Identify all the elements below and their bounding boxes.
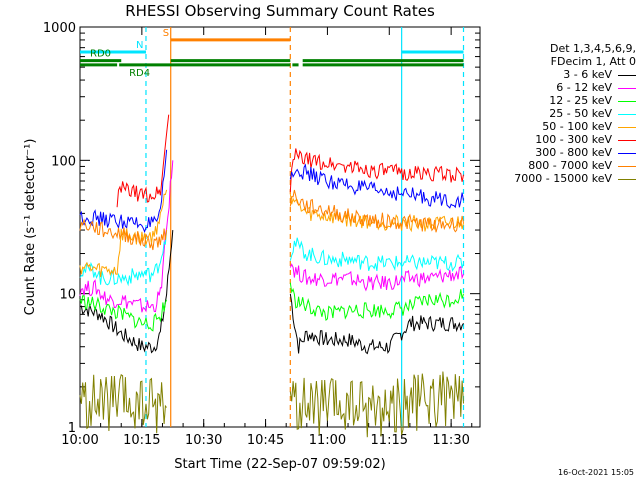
legend-item-label: 100 - 300 keV (535, 133, 612, 146)
y-tick-label: 1 (68, 421, 76, 436)
legend-items: 3 - 6 keV 6 - 12 keV 12 - 25 keV 25 - 50 ke… (466, 68, 636, 185)
series-line (79, 149, 168, 234)
y-tick-label: 1000 (43, 21, 76, 36)
vertical-lines (145, 27, 465, 427)
x-tick-label: 11:30 (432, 433, 469, 448)
legend-item: 3 - 6 keV (466, 68, 636, 81)
date-stamp: 16-Oct-2021 15:05 (558, 468, 634, 477)
x-tick-label: 10:00 (61, 433, 98, 448)
series-line (79, 230, 168, 287)
legend-swatch (618, 152, 636, 154)
legend-item: 6 - 12 keV (466, 81, 636, 94)
series-line (79, 218, 168, 251)
series-line (289, 263, 464, 292)
flag-bar-label: RD0 (90, 49, 111, 60)
series-lines (79, 114, 464, 438)
series-line (79, 160, 174, 313)
flag-bar-label: RD4 (129, 68, 150, 79)
legend-item-label: 800 - 7000 keV (528, 159, 612, 172)
series-line (79, 230, 174, 354)
x-axis-label: Start Time (22-Sep-07 09:59:02) (174, 457, 385, 472)
x-tick-label: 11:15 (371, 433, 408, 448)
legend-swatch (618, 113, 636, 115)
flag-bar-label: S (163, 28, 169, 39)
legend-header-line-1: Det 1,3,4,5,6,9, (549, 42, 636, 55)
legend-header-line-2: FDecim 1, Att 0 (550, 55, 636, 68)
legend-item: 7000 - 15000 keV (466, 172, 636, 185)
legend-item: 12 - 25 keV (466, 94, 636, 107)
series-line (289, 189, 464, 233)
series-line (289, 282, 464, 322)
series-line (289, 163, 464, 209)
x-tick-label: 10:30 (185, 433, 222, 448)
legend-item-label: 7000 - 15000 keV (514, 172, 612, 185)
legend-item-label: 300 - 800 keV (535, 146, 612, 159)
series-line (289, 148, 464, 193)
flag-bars: N S RD0 RD4 (80, 28, 464, 79)
series-line (116, 114, 170, 208)
y-tick-label: 100 (51, 154, 76, 169)
legend-item: 100 - 300 keV (466, 133, 636, 146)
legend-swatch (618, 178, 636, 180)
x-tick-label: 10:45 (247, 433, 284, 448)
y-tick-label: 10 (59, 288, 76, 303)
legend-swatch (618, 126, 636, 128)
x-tick-label: 10:15 (123, 433, 160, 448)
x-tick-label: 11:00 (309, 433, 346, 448)
legend-item: 25 - 50 keV (466, 107, 636, 120)
legend-swatch (618, 100, 636, 102)
flag-bar-label: N (136, 40, 143, 51)
legend-swatch (618, 87, 636, 89)
legend-item: 50 - 100 keV (466, 120, 636, 133)
legend-item-label: 3 - 6 keV (563, 68, 612, 81)
legend-item-label: 25 - 50 keV (549, 107, 612, 120)
legend-swatch (618, 139, 636, 141)
legend-swatch (618, 74, 636, 76)
plot-axes: 10:00 10:15 10:30 10:45 11:00 11:15 11:30 1 10 10… (43, 21, 480, 448)
series-line (79, 374, 167, 434)
legend: Det 1,3,4,5,6,9, FDecim 1, Att 0 3 - 6 k… (466, 42, 636, 185)
series-line (289, 237, 464, 273)
legend-item-label: 6 - 12 keV (556, 81, 612, 94)
legend-item-label: 12 - 25 keV (549, 94, 612, 107)
plot-frame (79, 26, 481, 428)
legend-item: 800 - 7000 keV (466, 159, 636, 172)
y-axis-label: Count Rate (s⁻¹ detector⁻¹) (23, 139, 38, 316)
series-line (289, 193, 464, 233)
series-line (289, 371, 464, 438)
series-line (79, 295, 168, 332)
chart-title: RHESSI Observing Summary Count Rates (125, 2, 435, 20)
series-line (289, 293, 464, 355)
legend-item-label: 50 - 100 keV (542, 120, 612, 133)
legend-item: 300 - 800 keV (466, 146, 636, 159)
legend-swatch (618, 165, 636, 167)
